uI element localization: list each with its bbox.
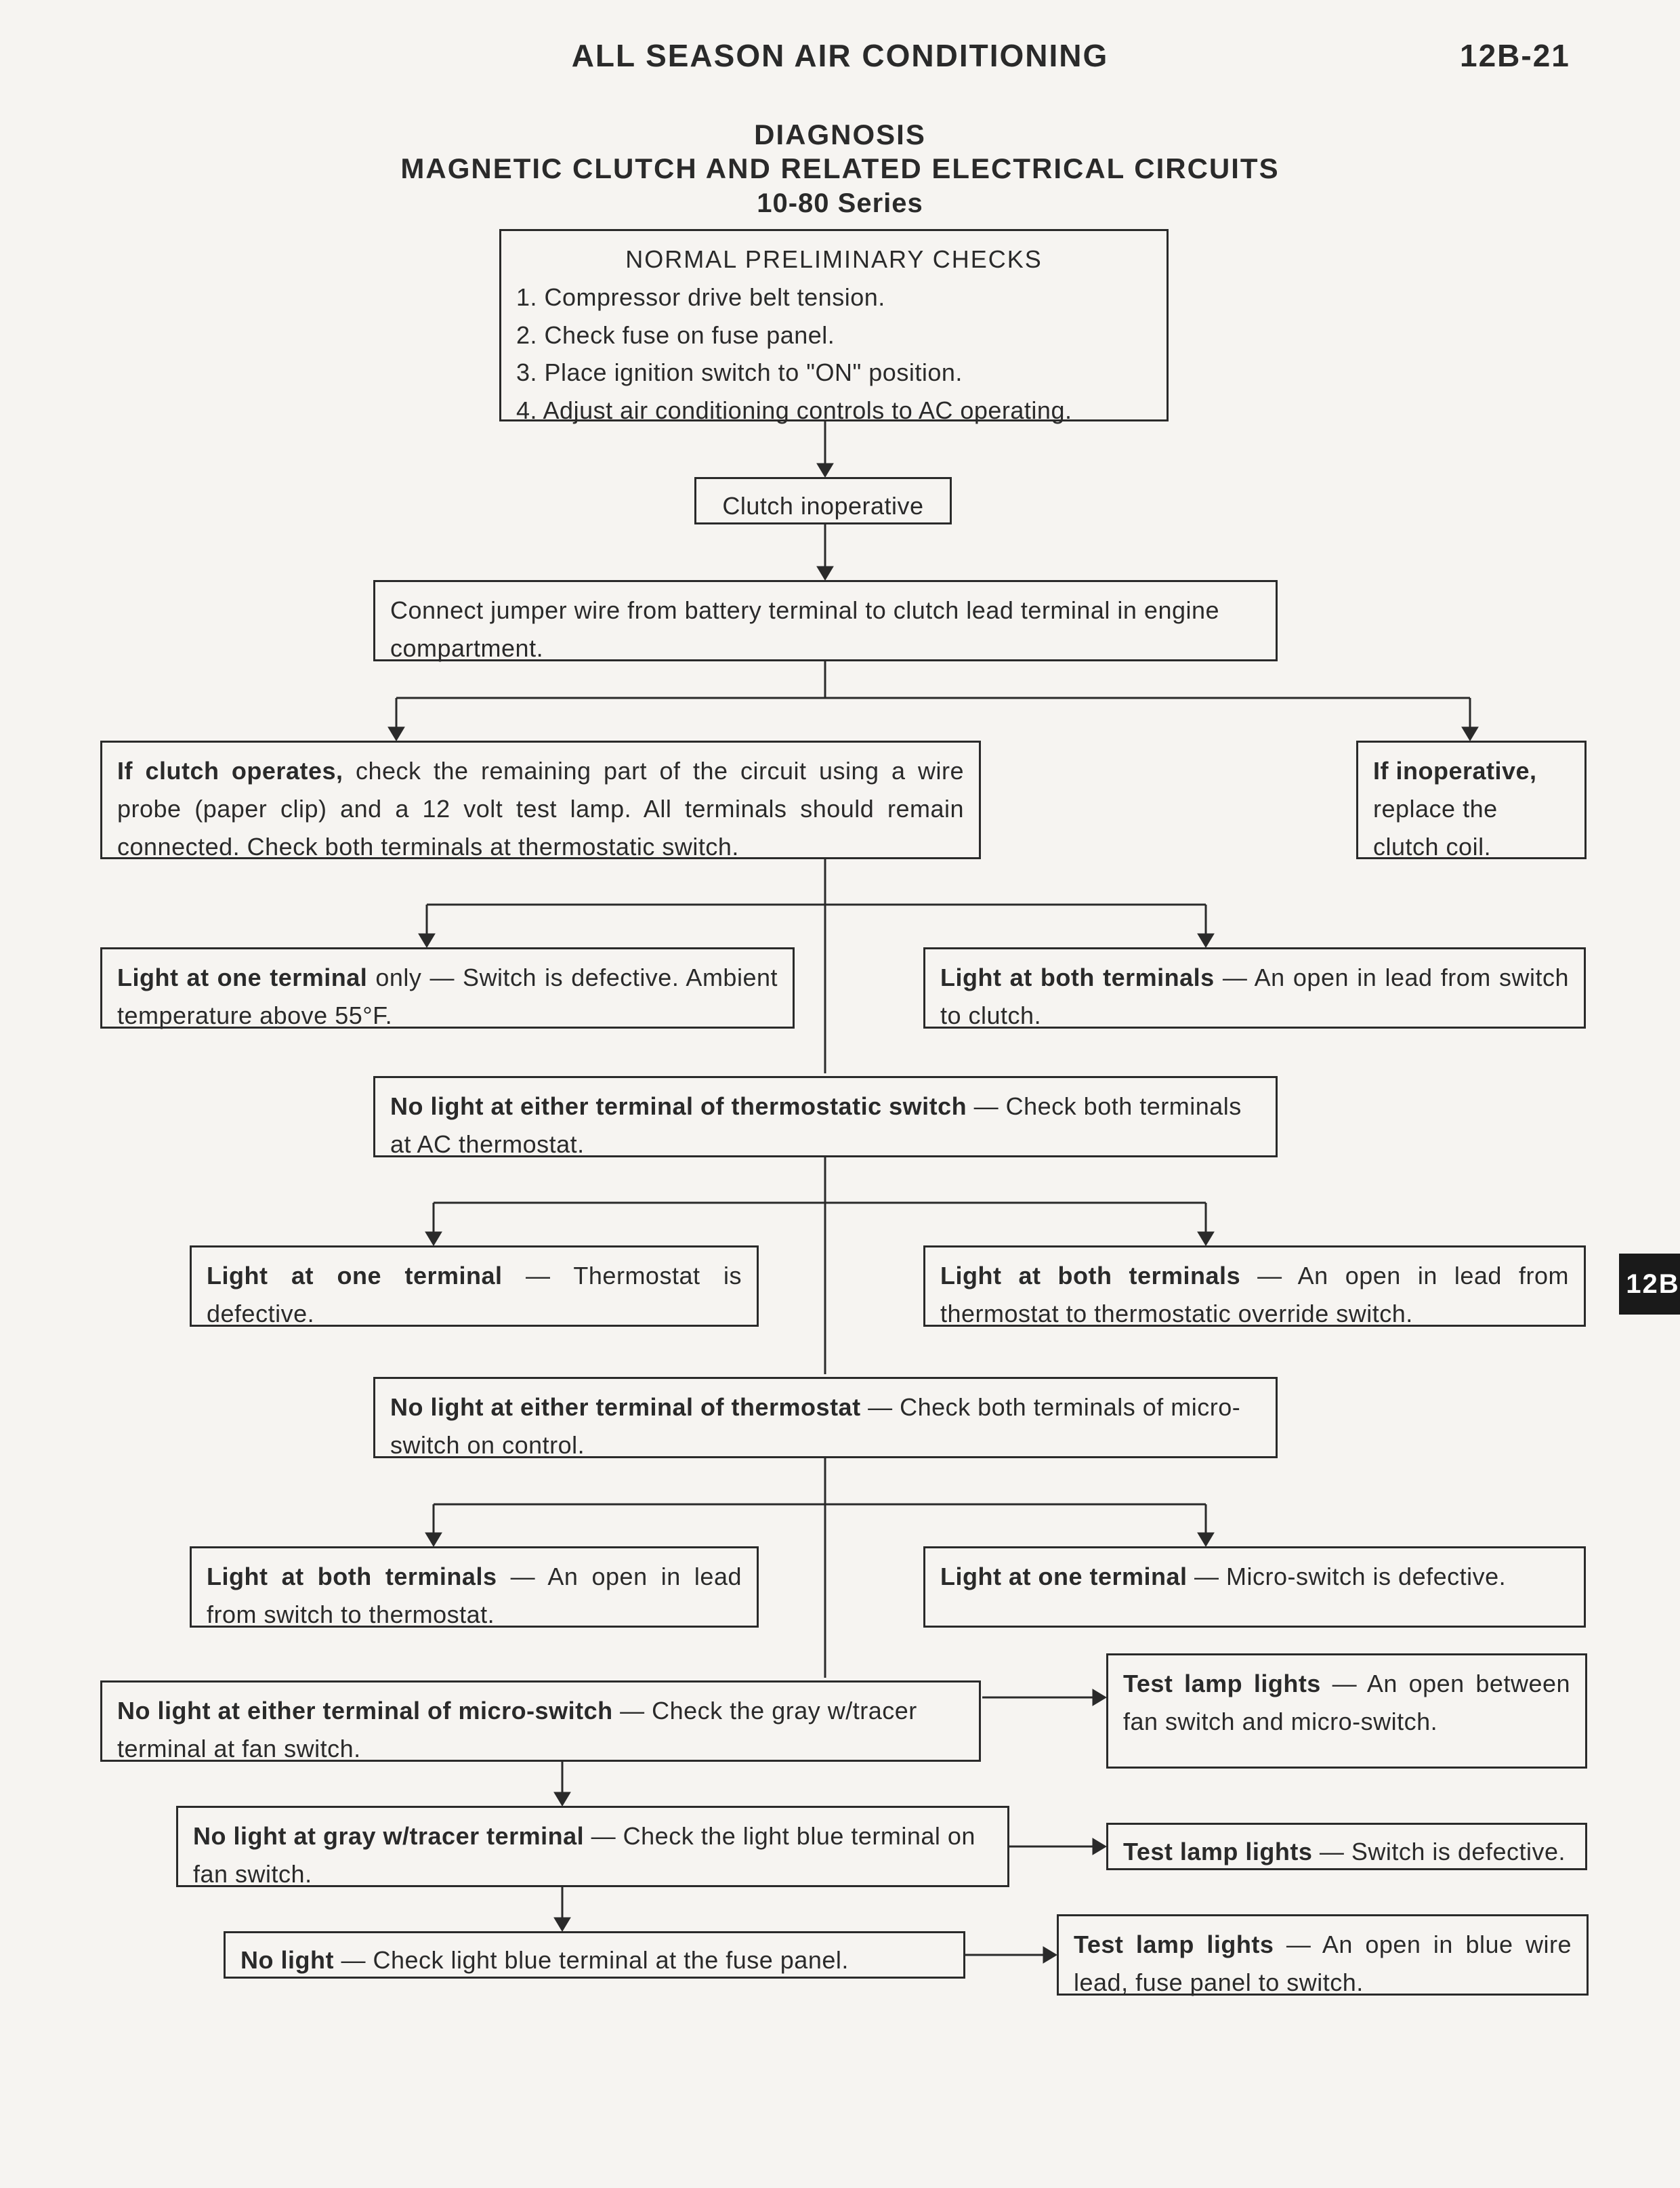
n9b-lead: Light at one terminal (940, 1563, 1188, 1590)
n4b-rest: replace the clutch coil. (1373, 795, 1498, 861)
n12-rest: — Check light blue terminal at the fuse … (334, 1946, 849, 1974)
n8-lead: No light at either terminal of thermosta… (390, 1393, 861, 1421)
n10r-lead: Test lamp lights (1123, 1670, 1321, 1697)
node-light-one-terminal-switch: Light at one terminal only — Switch is d… (100, 947, 795, 1029)
n7a-lead: Light at one terminal (207, 1262, 503, 1289)
node-connect-jumper: Connect jumper wire from battery termina… (373, 580, 1278, 661)
node-clutch-inoperative: Clutch inoperative (694, 477, 952, 524)
n12r-lead: Test lamp lights (1074, 1931, 1274, 1958)
node-if-clutch-operates: If clutch operates, check the remaining … (100, 741, 981, 859)
page-root: ALL SEASON AIR CONDITIONING 12B-21 DIAGN… (0, 0, 1680, 2188)
n10-lead: No light at either terminal of micro-swi… (117, 1697, 613, 1725)
prelim-item-2: 2. Check fuse on fuse panel. (516, 316, 1152, 354)
n5a-lead: Light at one terminal (117, 964, 367, 991)
node-no-light-fuse-panel: No light — Check light blue terminal at … (224, 1931, 965, 1979)
n4b-lead: If inoperative, (1373, 757, 1537, 785)
n11r-lead: Test lamp lights (1123, 1838, 1312, 1865)
node-preliminary-checks: NORMAL PRELIMINARY CHECKS 1. Compressor … (499, 229, 1169, 421)
n9b-rest: — Micro-switch is defective. (1188, 1563, 1507, 1590)
node-if-inoperative: If inoperative, replace the clutch coil. (1356, 741, 1587, 859)
node-test-lamp-fan-micro: Test lamp lights — An open between fan s… (1106, 1653, 1587, 1769)
n5b-lead: Light at both terminals (940, 964, 1215, 991)
n9a-lead: Light at both terminals (207, 1563, 497, 1590)
node-light-both-terminals-thermostat: Light at both terminals — An open in lea… (923, 1245, 1586, 1327)
node-test-lamp-switch-defective: Test lamp lights — Switch is defective. (1106, 1823, 1587, 1870)
prelim-item-4: 4. Adjust air conditioning controls to A… (516, 392, 1152, 430)
node-no-light-thermostatic: No light at either terminal of thermosta… (373, 1076, 1278, 1157)
n4a-lead: If clutch operates, (117, 757, 343, 785)
node-light-both-terminals-switch: Light at both terminals — An open in lea… (923, 947, 1586, 1029)
prelim-item-1: 1. Compressor drive belt tension. (516, 278, 1152, 316)
n6-lead: No light at either terminal of thermosta… (390, 1092, 967, 1120)
node-no-light-microswitch: No light at either terminal of micro-swi… (100, 1680, 981, 1762)
node-light-one-terminal-microswitch: Light at one terminal — Micro-switch is … (923, 1546, 1586, 1628)
node-clutch-inoperative-text: Clutch inoperative (722, 492, 923, 520)
n11r-rest: — Switch is defective. (1312, 1838, 1566, 1865)
section-tab: 12B (1619, 1254, 1680, 1315)
node-no-light-thermostat: No light at either terminal of thermosta… (373, 1377, 1278, 1458)
node-light-both-terminals-microswitch: Light at both terminals — An open in lea… (190, 1546, 759, 1628)
n7b-lead: Light at both terminals (940, 1262, 1240, 1289)
node-connect-jumper-text: Connect jumper wire from battery termina… (390, 596, 1219, 662)
n12-lead: No light (240, 1946, 334, 1974)
node-light-one-terminal-thermostat: Light at one terminal — Thermostat is de… (190, 1245, 759, 1327)
prelim-title: NORMAL PRELIMINARY CHECKS (516, 241, 1152, 278)
n11-lead: No light at gray w/tracer terminal (193, 1822, 584, 1850)
node-no-light-gray-tracer: No light at gray w/tracer terminal — Che… (176, 1806, 1009, 1887)
node-test-lamp-blue-wire: Test lamp lights — An open in blue wire … (1057, 1914, 1589, 1996)
prelim-item-3: 3. Place ignition switch to "ON" positio… (516, 354, 1152, 392)
